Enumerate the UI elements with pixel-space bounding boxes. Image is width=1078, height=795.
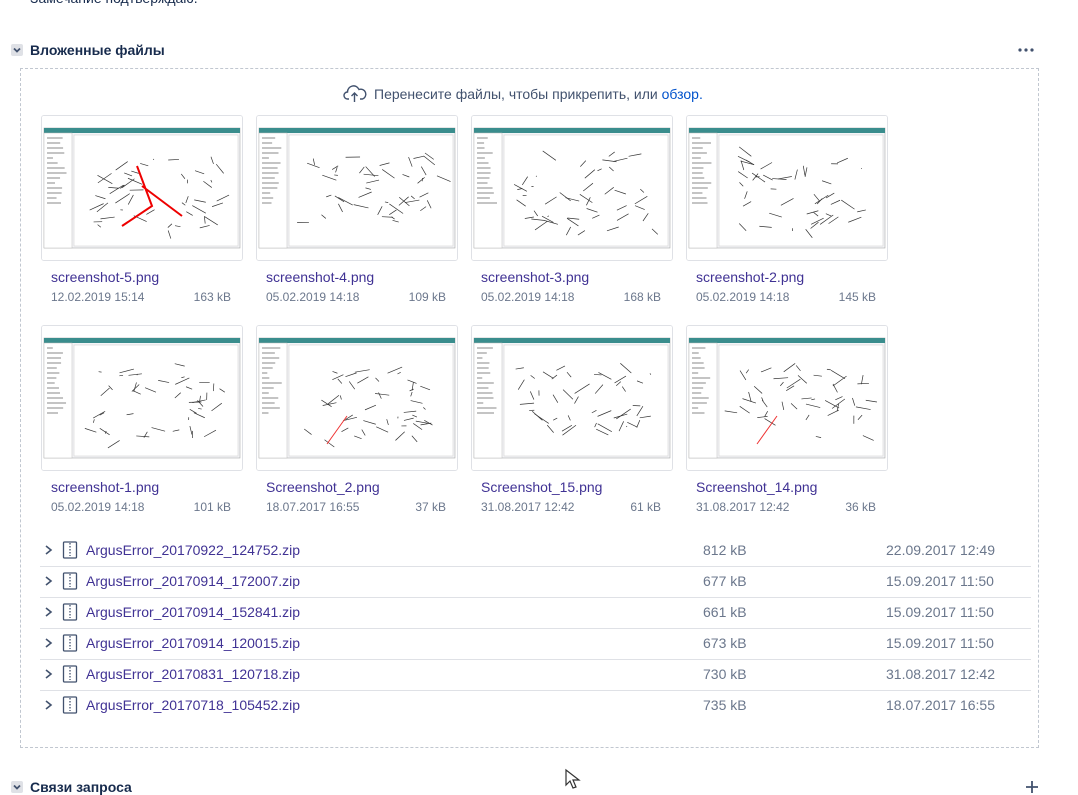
zip-icon (62, 634, 78, 655)
file-size: 661 kB (703, 604, 747, 620)
thumbnail-image (687, 326, 887, 470)
add-link-button[interactable] (1025, 780, 1039, 794)
file-size: 145 kB (786, 290, 876, 304)
file-size: 673 kB (703, 635, 747, 651)
file-date: 05.02.2019 14:18 (266, 290, 359, 304)
file-size: 61 kB (571, 500, 661, 514)
expand-toggle[interactable] (44, 575, 54, 590)
file-date: 15.09.2017 11:50 (886, 604, 994, 620)
row-divider (40, 597, 1031, 598)
thumbnail[interactable] (41, 115, 243, 261)
thumbnail[interactable] (256, 115, 458, 261)
thumbnail-image (472, 116, 672, 260)
file-date: 31.08.2017 12:42 (481, 500, 574, 514)
file-name[interactable]: ArgusError_20170831_120718.zip (86, 666, 300, 682)
zip-icon (62, 572, 78, 593)
file-date: 05.02.2019 14:18 (51, 500, 144, 514)
thumbnail[interactable] (256, 325, 458, 471)
row-divider (40, 659, 1031, 660)
thumbnail[interactable] (471, 325, 673, 471)
file-size: 37 kB (356, 500, 446, 514)
row-divider (40, 690, 1031, 691)
zip-icon (62, 541, 78, 562)
file-name[interactable]: Screenshot_2.png (266, 479, 380, 495)
mouse-cursor (564, 768, 584, 791)
file-size: 36 kB (786, 500, 876, 514)
thumbnail-image (257, 326, 457, 470)
file-name[interactable]: ArgusError_20170914_120015.zip (86, 635, 300, 651)
thumbnail[interactable] (41, 325, 243, 471)
expand-toggle[interactable] (44, 668, 54, 683)
file-date: 22.09.2017 12:49 (886, 542, 995, 558)
file-name[interactable]: ArgusError_20170914_152841.zip (86, 604, 300, 620)
file-size: 735 kB (703, 697, 747, 713)
file-date: 15.09.2017 11:50 (886, 573, 994, 589)
more-button[interactable] (1018, 46, 1034, 54)
collapse-toggle[interactable] (11, 781, 23, 793)
file-name[interactable]: screenshot-3.png (481, 269, 589, 285)
thumbnail-image (472, 326, 672, 470)
drop-text: Перенесите файлы, чтобы прикрепить, или … (374, 86, 703, 102)
collapse-toggle[interactable] (11, 44, 23, 56)
row-divider (40, 566, 1031, 567)
drop-hint: Перенесите файлы, чтобы прикрепить, или (374, 86, 658, 102)
file-name[interactable]: Screenshot_14.png (696, 479, 817, 495)
section-title: Связи запроса (30, 779, 132, 795)
file-name[interactable]: Screenshot_15.png (481, 479, 602, 495)
zip-icon (62, 603, 78, 624)
expand-toggle[interactable] (44, 699, 54, 714)
file-name[interactable]: screenshot-5.png (51, 269, 159, 285)
file-name[interactable]: screenshot-2.png (696, 269, 804, 285)
row-divider (40, 628, 1031, 629)
file-name[interactable]: screenshot-4.png (266, 269, 374, 285)
thumbnail[interactable] (471, 115, 673, 261)
file-name[interactable]: ArgusError_20170922_124752.zip (86, 542, 300, 558)
section-title: Вложенные файлы (30, 42, 165, 58)
file-name[interactable]: ArgusError_20170914_172007.zip (86, 573, 300, 589)
upload-icon (343, 83, 367, 103)
thumbnail[interactable] (686, 325, 888, 471)
file-name[interactable]: screenshot-1.png (51, 479, 159, 495)
file-size: 101 kB (141, 500, 231, 514)
zip-icon (62, 696, 78, 717)
browse-link[interactable]: обзор. (662, 86, 703, 102)
thumbnail-image (687, 116, 887, 260)
expand-toggle[interactable] (44, 606, 54, 621)
file-date: 18.07.2017 16:55 (886, 697, 995, 713)
file-date: 31.08.2017 12:42 (696, 500, 789, 514)
file-size: 168 kB (571, 290, 661, 304)
thumbnail-image (257, 116, 457, 260)
file-size: 730 kB (703, 666, 747, 682)
file-size: 163 kB (141, 290, 231, 304)
file-size: 109 kB (356, 290, 446, 304)
file-date: 15.09.2017 11:50 (886, 635, 994, 651)
file-date: 05.02.2019 14:18 (481, 290, 574, 304)
thumbnail-image (42, 326, 242, 470)
thumbnail-image (42, 116, 242, 260)
zip-icon (62, 665, 78, 686)
expand-toggle[interactable] (44, 637, 54, 652)
expand-toggle[interactable] (44, 544, 54, 559)
file-date: 31.08.2017 12:42 (886, 666, 995, 682)
file-size: 812 kB (703, 542, 747, 558)
file-date: 18.07.2017 16:55 (266, 500, 359, 514)
file-date: 12.02.2019 15:14 (51, 290, 144, 304)
file-date: 05.02.2019 14:18 (696, 290, 789, 304)
file-name[interactable]: ArgusError_20170718_105452.zip (86, 697, 300, 713)
comment-text: Замечание подтверждаю. (30, 0, 198, 6)
thumbnail[interactable] (686, 115, 888, 261)
file-size: 677 kB (703, 573, 747, 589)
